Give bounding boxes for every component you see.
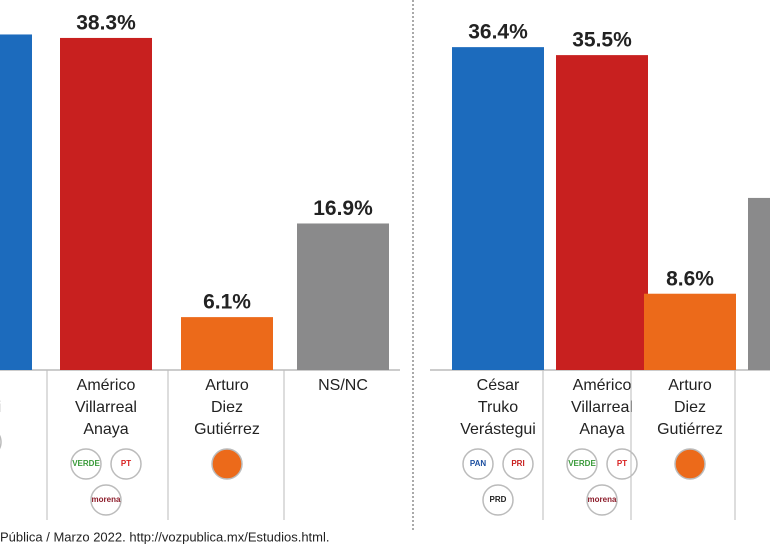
party-logo — [482, 484, 514, 516]
party-logo-text: PRI — [511, 459, 524, 468]
category-label: Américo — [573, 377, 632, 394]
value-label: 8.6% — [666, 267, 714, 290]
bar — [556, 55, 648, 371]
category-label: Anaya — [579, 421, 624, 438]
bar — [181, 317, 273, 370]
party-logo — [211, 448, 243, 480]
bar — [60, 37, 152, 371]
footer: Pública / Marzo 2022. http://vozpublica.… — [0, 529, 330, 544]
category-label: Gutiérrez — [194, 421, 260, 438]
party-logo-text: PT — [121, 459, 131, 468]
value-label: 36.4% — [468, 21, 528, 44]
value-label: 35.5% — [572, 29, 632, 52]
value-label: 16.9% — [313, 197, 373, 220]
party-logo-text: VERDE — [568, 459, 596, 468]
party-logo-text: PRD — [490, 495, 507, 504]
party-logo-text: morena — [92, 495, 121, 504]
party-logo — [0, 434, 2, 450]
category-label: egui — [0, 399, 1, 416]
value-label: 6.1% — [203, 291, 251, 314]
party-logo — [90, 484, 122, 516]
party-logo-text: morena — [588, 495, 617, 504]
category-label: Diez — [211, 399, 243, 416]
party-logo — [462, 448, 494, 480]
category-label: César — [477, 377, 520, 394]
category-label: Diez — [674, 399, 706, 416]
category-label: Arturo — [205, 377, 249, 394]
party-logo — [586, 484, 618, 516]
category-label: Américo — [77, 377, 136, 394]
category-label: NS/NC — [318, 377, 368, 394]
value-label: 38.3% — [76, 11, 136, 34]
category-label: Verástegui — [460, 421, 536, 438]
category-label: Truko — [478, 399, 518, 416]
category-label: Gutiérrez — [657, 421, 723, 438]
party-logo — [110, 448, 142, 480]
party-logo-text: VERDE — [72, 459, 100, 468]
bar — [0, 34, 32, 370]
category-label: Anaya — [83, 421, 128, 438]
party-logo-text: PT — [617, 459, 627, 468]
party-logo — [566, 448, 598, 480]
bar — [452, 47, 544, 371]
category-label: Arturo — [668, 377, 712, 394]
party-logo — [70, 448, 102, 480]
bar — [644, 293, 736, 370]
bar — [748, 197, 770, 370]
party-logo — [606, 448, 638, 480]
category-label: Villarreal — [571, 399, 633, 416]
party-logo-text: PAN — [470, 459, 487, 468]
party-logo — [502, 448, 534, 480]
category-label: Villarreal — [75, 399, 137, 416]
party-logo — [674, 448, 706, 480]
bar — [297, 223, 389, 370]
